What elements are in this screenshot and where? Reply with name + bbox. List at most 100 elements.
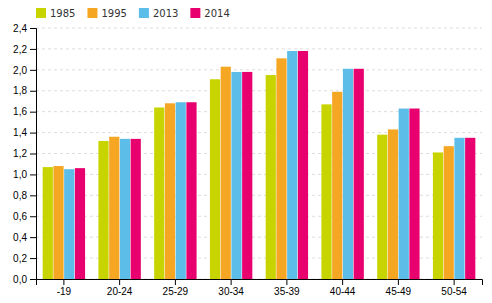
legend-swatch <box>190 8 200 18</box>
tick-label: 1,0 <box>13 169 27 180</box>
bar-series <box>64 51 464 279</box>
axis-line <box>30 29 37 280</box>
tick-label: 2,4 <box>13 23 27 34</box>
tick-label: 0,4 <box>13 232 27 243</box>
bar <box>165 103 175 279</box>
tick-mark <box>231 279 232 285</box>
legend-label: 2014 <box>204 8 229 19</box>
tick-label: 20-24 <box>107 286 133 297</box>
tick: 40-44 <box>330 279 356 297</box>
tick-label: -19 <box>57 286 72 297</box>
tick: 0,8 <box>13 190 36 201</box>
tick-label: 1,8 <box>13 85 27 96</box>
legend-item: 1995 <box>87 8 126 19</box>
legend-label: 2013 <box>153 8 178 19</box>
tick: 2,4 <box>13 23 36 34</box>
bars <box>43 51 476 279</box>
tick: 30-34 <box>218 279 244 297</box>
legend-label: 1985 <box>50 8 75 19</box>
bar <box>321 104 331 279</box>
legend-swatch <box>87 8 97 18</box>
bar-series <box>53 58 453 279</box>
tick-label: 40-44 <box>330 286 356 297</box>
bar <box>409 109 419 279</box>
tick: 1,4 <box>13 127 36 138</box>
legend-item: 1985 <box>36 8 75 19</box>
tick: 0,4 <box>13 232 36 243</box>
bar <box>242 72 252 279</box>
tick-label: 2,2 <box>13 44 27 55</box>
bar <box>210 79 220 279</box>
tick-mark <box>30 174 36 175</box>
bar-series <box>75 51 475 279</box>
bar <box>98 141 108 279</box>
bar <box>131 139 141 279</box>
bar <box>388 129 398 279</box>
tick-label: 1,4 <box>13 127 27 138</box>
tick-label: 30-34 <box>218 286 244 297</box>
bar <box>377 135 387 279</box>
bar <box>43 167 53 279</box>
tick: 45-49 <box>386 279 412 297</box>
grid-line <box>36 48 482 49</box>
tick: 1,0 <box>13 169 36 180</box>
tick: 25-29 <box>163 279 189 297</box>
tick-label: 25-29 <box>163 286 189 297</box>
x-axis: -19 20-24 25-29 30-34 35-39 40-44 45-49 50-54 <box>37 279 483 297</box>
tick-mark <box>30 112 36 113</box>
bar <box>120 139 130 279</box>
bar <box>354 69 364 279</box>
tick-mark <box>30 91 36 92</box>
tick: 1,8 <box>13 85 36 96</box>
y-axis: 0,0 0,2 0,4 0,6 0,8 1,0 1,2 1,4 1,6 1,8 2,0 2,2 2,4 <box>13 23 36 285</box>
tick-mark <box>30 279 36 280</box>
tick-mark <box>30 49 36 50</box>
tick-mark <box>30 28 36 29</box>
tick: 50-54 <box>441 279 467 297</box>
bar <box>231 72 241 279</box>
legend-item: 2013 <box>139 8 178 19</box>
legend-swatch <box>139 8 149 18</box>
tick: 0,2 <box>13 253 36 264</box>
tick: 2,0 <box>13 65 36 76</box>
tick-label: 1,6 <box>13 106 27 117</box>
tick-mark <box>119 279 120 285</box>
tick-label: 0,2 <box>13 253 27 264</box>
bar <box>433 152 443 279</box>
grid-line <box>36 90 482 91</box>
tick-mark <box>175 279 176 285</box>
bar <box>332 92 342 279</box>
tick-mark <box>30 237 36 238</box>
tick: 35-39 <box>274 279 300 297</box>
tick-label: 0,6 <box>13 211 27 222</box>
axis-line <box>37 280 483 286</box>
tick-mark <box>30 70 36 71</box>
tick: 1,6 <box>13 106 36 117</box>
tick: 0,0 <box>13 274 36 285</box>
bar <box>221 67 231 279</box>
legend-label: 1995 <box>101 8 126 19</box>
bar <box>176 102 186 279</box>
tick-label: 0,8 <box>13 190 27 201</box>
tick: 2,2 <box>13 44 36 55</box>
bar <box>154 107 164 279</box>
tick-label: 0,0 <box>13 274 27 285</box>
tick-label: 35-39 <box>274 286 300 297</box>
bar <box>109 137 119 279</box>
bar <box>276 58 286 279</box>
tick-label: 45-49 <box>386 286 412 297</box>
bar <box>465 138 475 279</box>
tick-mark <box>63 279 64 285</box>
tick-label: 2,0 <box>13 65 27 76</box>
tick: 1,2 <box>13 148 36 159</box>
bar <box>287 51 297 279</box>
chart: 0,0 0,2 0,4 0,6 0,8 1,0 1,2 1,4 1,6 1,8 2,0 2,2 2,4 -… <box>0 0 492 303</box>
bar <box>454 138 464 279</box>
grid <box>36 28 482 279</box>
bar <box>444 146 454 279</box>
plot: 0,0 0,2 0,4 0,6 0,8 1,0 1,2 1,4 1,6 1,8 2,0 2,2 2,4 -… <box>13 23 482 297</box>
bar <box>343 69 353 279</box>
grid-line <box>36 69 482 70</box>
tick-mark <box>30 133 36 134</box>
legend-swatch <box>36 8 46 18</box>
